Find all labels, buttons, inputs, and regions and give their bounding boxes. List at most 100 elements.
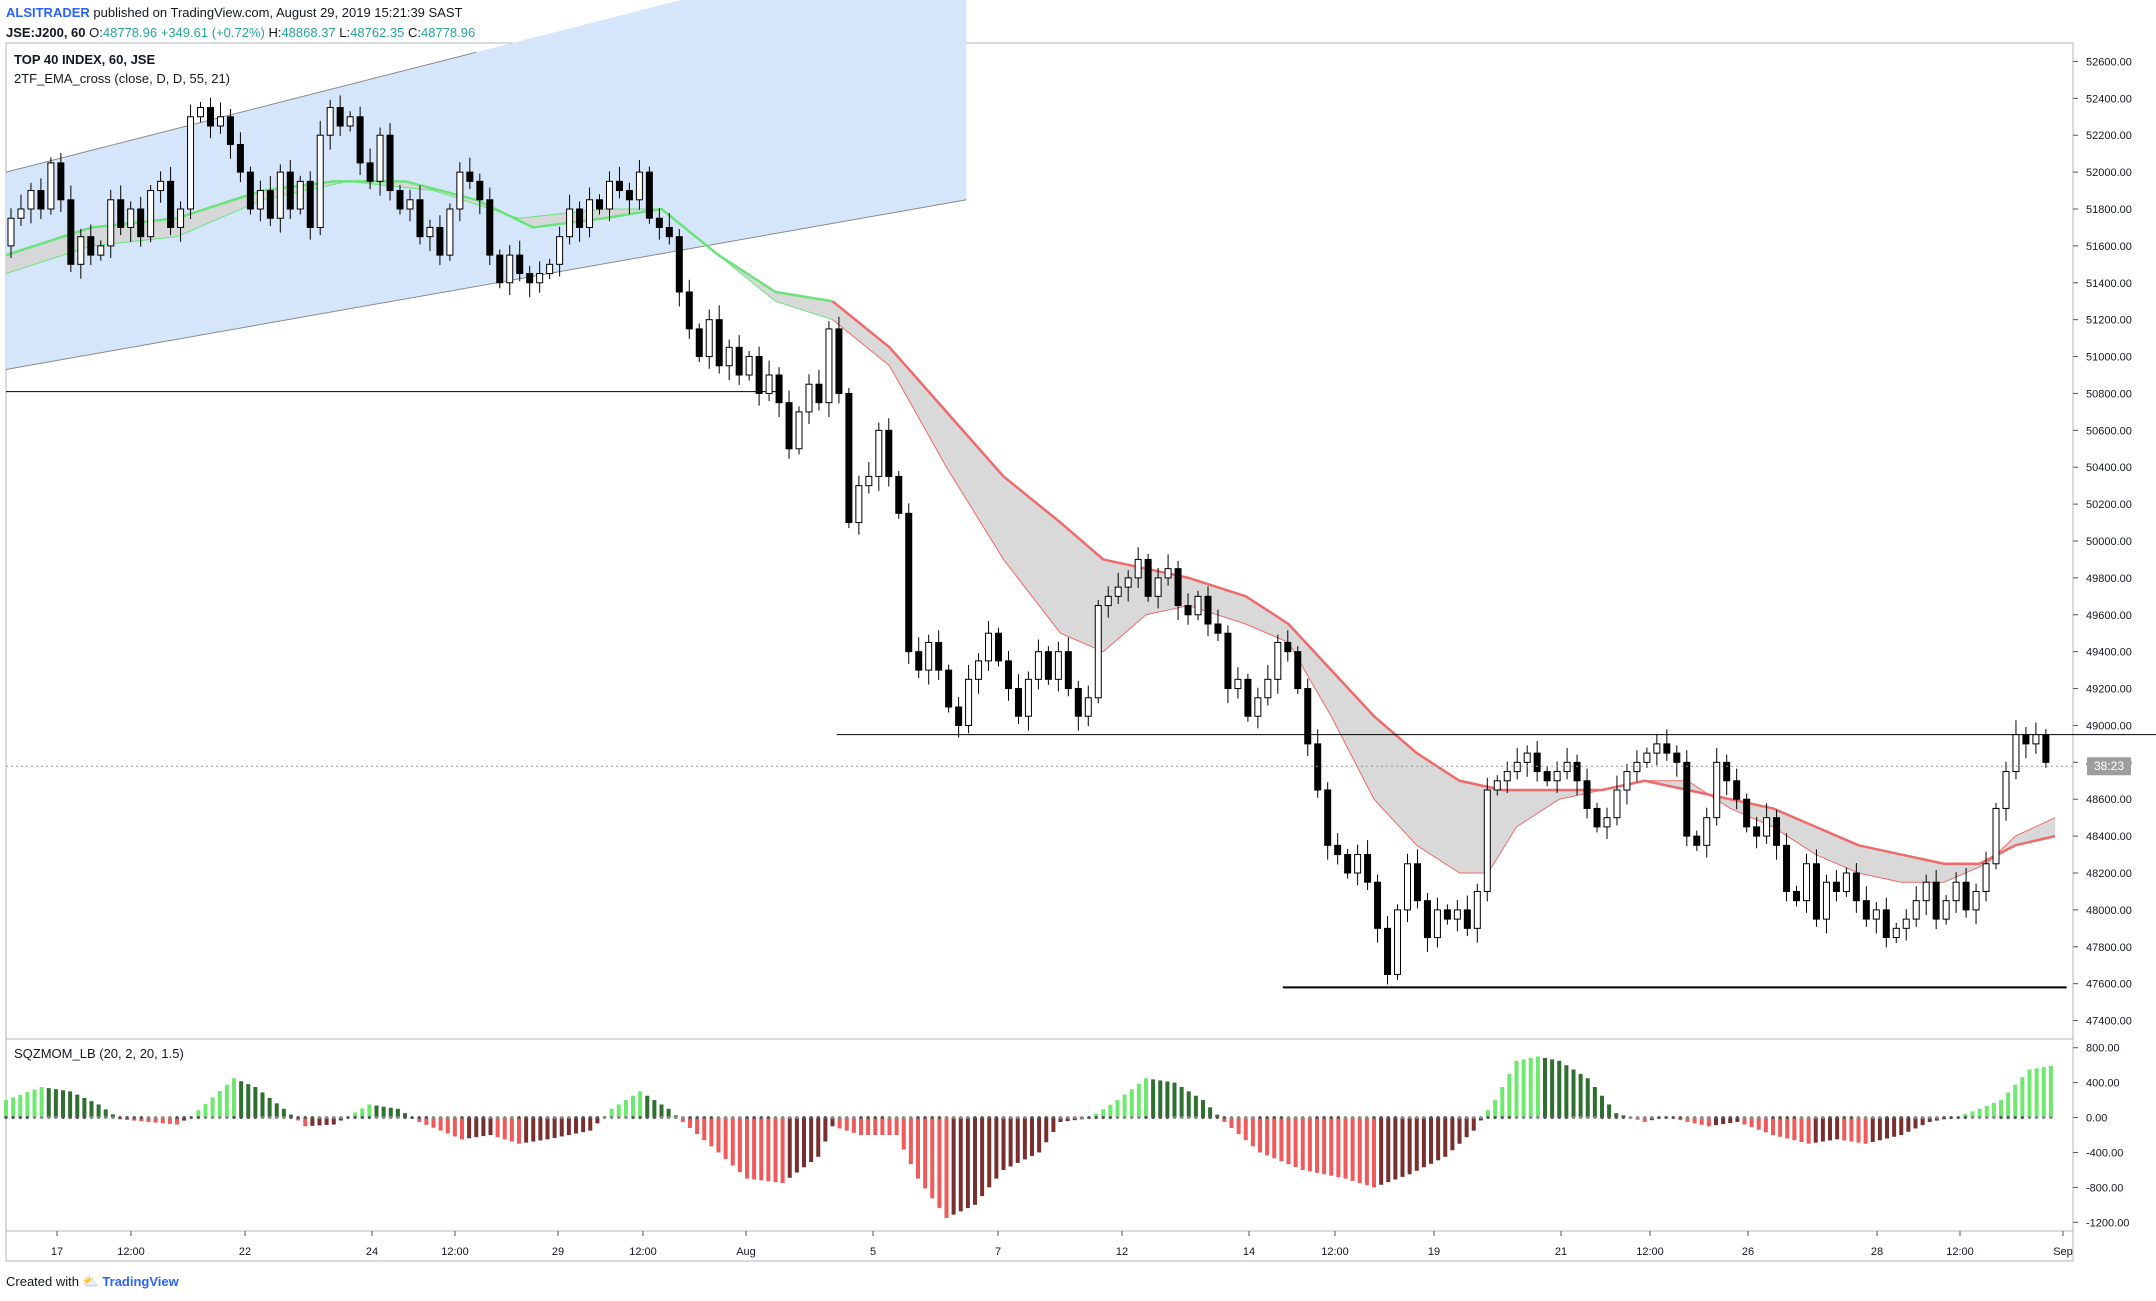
squeeze-dot (873, 1115, 877, 1120)
squeeze-dot (1522, 1115, 1526, 1120)
candle-body (1394, 909, 1402, 975)
momentum-bar (32, 1089, 37, 1118)
candle-body (1413, 863, 1421, 902)
tradingview-brand[interactable]: TradingView (102, 1274, 179, 1289)
squeeze-dot (602, 1115, 607, 1120)
price-tick-label: 49800.00 (2086, 573, 2132, 585)
squeeze-dot (232, 1115, 236, 1120)
momentum-bar (1051, 1117, 1056, 1133)
squeeze-dot (880, 1115, 884, 1120)
price-axis[interactable]: 52600.00 52400.00 52200.00 52000.00 51800.00… (2073, 56, 2132, 1028)
momentum-bar (367, 1104, 372, 1118)
momentum-bar (1571, 1069, 1576, 1118)
squeeze-dot (282, 1115, 286, 1120)
squeeze-dot (959, 1115, 963, 1120)
squeeze-dot (1123, 1115, 1127, 1120)
candle-body (745, 356, 753, 376)
squeeze-dot (396, 1115, 400, 1120)
candle-body (1084, 697, 1092, 717)
candle-body (336, 107, 344, 127)
squeeze-dot (1222, 1115, 1226, 1120)
squeeze-dot (1386, 1115, 1390, 1120)
squeeze-dot (823, 1115, 827, 1120)
momentum-bar (1706, 1117, 1711, 1127)
momentum-bar (467, 1117, 472, 1139)
squeeze-dot (994, 1115, 998, 1120)
squeeze-dot (68, 1115, 72, 1120)
momentum-bar (588, 1117, 593, 1131)
squeeze-dot (1165, 1115, 1169, 1120)
squeeze-dot (146, 1115, 151, 1120)
momentum-bar (965, 1117, 970, 1209)
candle-body (1753, 826, 1761, 837)
squeeze-dot (125, 1115, 129, 1120)
candle-body (1653, 743, 1661, 754)
author-link[interactable]: ALSITRADER (6, 5, 90, 20)
squeeze-dot (652, 1115, 656, 1120)
momentum-bar (509, 1117, 514, 1142)
momentum-bar (1236, 1117, 1241, 1135)
squeeze-dot (424, 1115, 428, 1120)
indicator-title: 2TF_EMA_cross (close, D, D, 55, 21) (14, 71, 230, 86)
momentum-axis[interactable]: 800.00 400.00 0.00 -400.00 -800.00 -1200.00 (2073, 1043, 2129, 1230)
time-axis[interactable]: 17 12:00 22 24 12:00 29 12:00 Aug 5 7 12 14 12:00 19 2… (51, 1231, 2073, 1258)
momentum-bar (916, 1117, 920, 1179)
close-label: C: (408, 25, 421, 40)
squeeze-dot (1970, 1115, 1975, 1120)
momentum-bar (239, 1081, 244, 1118)
squeeze-dot (1735, 1115, 1739, 1120)
squeeze-dot (453, 1115, 457, 1120)
momentum-bar (1920, 1117, 1925, 1126)
parallel-channel[interactable] (5, 0, 967, 370)
candle-body (67, 199, 75, 265)
momentum-bar (1293, 1117, 1298, 1167)
candle-body (536, 273, 544, 284)
candle-body (1214, 623, 1222, 634)
tradingview-logo[interactable]: ⛅ TradingView (82, 1274, 179, 1289)
squeeze-dot (1472, 1115, 1476, 1120)
squeeze-dot (980, 1115, 984, 1120)
momentum-bar (574, 1117, 578, 1134)
momentum-bar (1265, 1117, 1270, 1156)
squeeze-dot (553, 1115, 557, 1120)
squeeze-dot (132, 1115, 136, 1120)
momentum-bar (851, 1117, 856, 1133)
momentum-bar (1970, 1111, 1975, 1118)
candle-body (715, 319, 723, 367)
momentum-bar (1749, 1117, 1754, 1128)
squeeze-dot (1244, 1115, 1248, 1120)
candle-body (1872, 909, 1880, 920)
candle-body (1663, 743, 1671, 754)
momentum-bar (1806, 1117, 1811, 1144)
squeeze-dot (1208, 1115, 1212, 1120)
momentum-bar (438, 1117, 443, 1131)
candle-body (236, 143, 244, 173)
momentum-bar (780, 1117, 785, 1183)
momentum-bar (680, 1117, 685, 1122)
squeeze-dot (887, 1115, 892, 1120)
horizontal-lines[interactable] (6, 391, 2156, 989)
momentum-bar (609, 1108, 614, 1118)
momentum-bar (424, 1117, 429, 1125)
squeeze-dot (1201, 1115, 1205, 1120)
squeeze-dot (724, 1115, 728, 1120)
momentum-bar (1037, 1117, 1042, 1153)
squeeze-dot (1949, 1115, 1953, 1120)
squeeze-dot (1650, 1115, 1654, 1120)
momentum-bar (844, 1117, 849, 1131)
momentum-bar (1407, 1117, 1412, 1175)
candle-body (775, 374, 783, 404)
price-tick-label: 51000.00 (2086, 352, 2132, 364)
momentum-bar (1543, 1057, 1547, 1118)
candle-body (1114, 586, 1122, 597)
momentum-bar (1115, 1100, 1120, 1118)
candle-body (1723, 761, 1731, 782)
squeeze-dot (1636, 1115, 1640, 1120)
candle-body (1483, 789, 1491, 892)
price-chart[interactable]: 52600.00 52400.00 52200.00 52000.00 51800.00… (0, 0, 2156, 1270)
publish-line: ALSITRADER published on TradingView.com,… (6, 3, 475, 23)
momentum-bar (1429, 1117, 1433, 1164)
candle-body (276, 171, 284, 219)
momentum-bar (1030, 1117, 1034, 1156)
symbol-label: JSE:J200, 60 (6, 25, 86, 40)
